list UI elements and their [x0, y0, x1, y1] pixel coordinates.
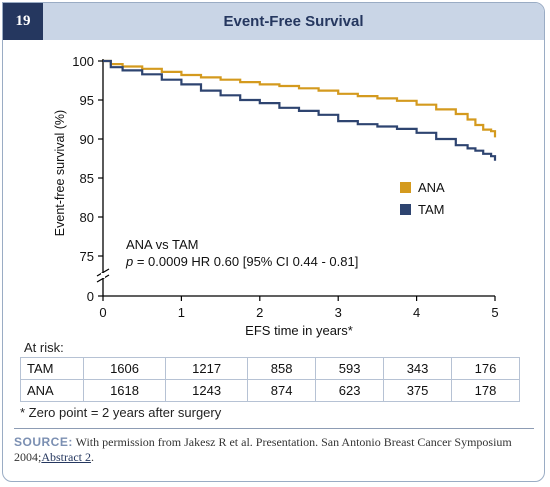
source-text: With permission from Jakesz R et al. Pre… [14, 435, 512, 464]
axis-break-mark [96, 268, 110, 277]
y-tick-label: 80 [80, 210, 94, 225]
legend-swatch-ana [400, 182, 411, 193]
table-row: TAM 1606 1217 858 593 343 176 [20, 357, 520, 380]
row-label: ANA [20, 379, 84, 402]
at-risk-table: TAM 1606 1217 858 593 343 176 ANA 1618 1… [20, 357, 520, 402]
source-end: . [91, 450, 94, 464]
table-cell: 1217 [165, 357, 249, 380]
table-cell: 623 [315, 379, 385, 402]
table-cell: 1606 [82, 357, 167, 380]
figure-header: 19 Event-Free Survival [3, 3, 544, 40]
annotation-line-1: ANA vs TAM [126, 237, 198, 252]
legend-label-ana: ANA [418, 180, 445, 195]
x-tick-label: 1 [178, 305, 185, 320]
y-tick-label: 85 [80, 171, 94, 186]
table-cell: 874 [247, 379, 317, 402]
table-cell: 343 [383, 357, 453, 380]
table-cell: 178 [451, 379, 520, 402]
y-tick-label: 100 [72, 54, 94, 69]
table-cell: 375 [383, 379, 453, 402]
footnote: * Zero point = 2 years after surgery [20, 405, 222, 420]
x-tick-label: 0 [99, 305, 106, 320]
source-citation: SOURCE: With permission from Jakesz R et… [14, 435, 532, 465]
table-cell: 858 [247, 357, 317, 380]
figure-card: 19 Event-Free Survival [2, 2, 545, 482]
figure-title: Event-Free Survival [223, 13, 364, 30]
axis-break-gap [101, 273, 105, 278]
source-label: SOURCE: [14, 435, 73, 449]
y-axis-label: Event-free survival (%) [53, 110, 67, 236]
abstract-link[interactable]: Abstract 2 [41, 450, 91, 464]
legend-label-tam: TAM [418, 202, 444, 217]
y-tick-label: 75 [80, 249, 94, 264]
table-cell: 593 [315, 357, 385, 380]
x-tick-label: 5 [491, 305, 498, 320]
at-risk-title: At risk: [24, 340, 64, 355]
p-value-symbol: p [125, 254, 133, 269]
y-tick-label: 90 [80, 132, 94, 147]
table-row: ANA 1618 1243 874 623 375 178 [20, 379, 520, 402]
row-label: TAM [20, 357, 84, 380]
y-tick-label: 0 [87, 289, 94, 304]
divider [14, 428, 534, 429]
x-tick-label: 4 [413, 305, 420, 320]
figure-number-badge: 19 [3, 3, 43, 40]
table-cell: 176 [451, 357, 520, 380]
x-tick-label: 2 [256, 305, 263, 320]
x-tick-label: 3 [335, 305, 342, 320]
series-line-ana [103, 59, 497, 138]
table-cell: 1618 [82, 379, 167, 402]
y-tick-label: 95 [80, 93, 94, 108]
annotation-line-2: p = 0.0009 HR 0.60 [95% CI 0.44 - 0.81] [125, 254, 358, 269]
table-cell: 1243 [165, 379, 249, 402]
p-value-text: = 0.0009 HR 0.60 [95% CI 0.44 - 0.81] [133, 254, 358, 269]
x-axis-label: EFS time in years* [245, 323, 353, 338]
series-line-tam [103, 59, 497, 161]
legend-swatch-tam [400, 204, 411, 215]
axis-break-mark [96, 274, 110, 283]
